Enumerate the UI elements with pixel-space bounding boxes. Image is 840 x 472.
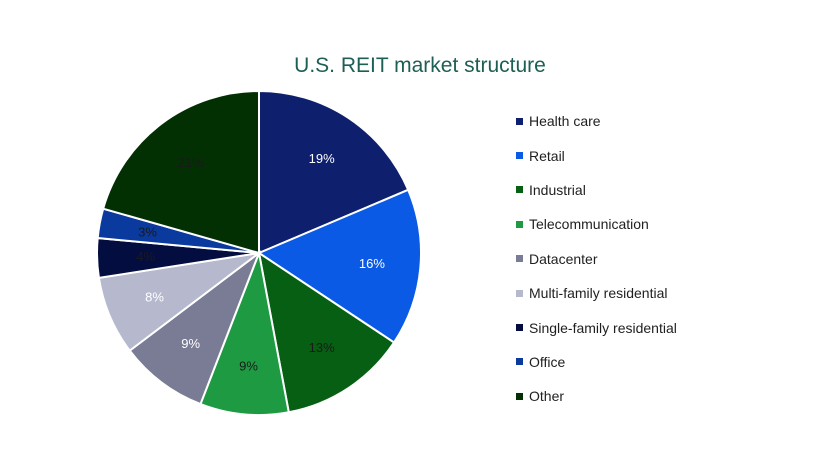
- legend-swatch: [516, 220, 523, 228]
- legend-label: Retail: [529, 147, 565, 164]
- legend-swatch: [516, 358, 523, 366]
- legend-item-2: Industrial: [516, 173, 677, 207]
- pie-slice-8: [101, 89, 260, 255]
- legend-item-6: Single-family residential: [516, 310, 677, 344]
- slice-label-2: 13%: [309, 340, 335, 355]
- legend-label: Office: [529, 353, 566, 370]
- legend-swatch: [516, 255, 523, 263]
- legend-label: Industrial: [529, 181, 586, 198]
- legend-swatch: [516, 392, 523, 400]
- legend-swatch: [516, 152, 523, 160]
- legend-item-8: Other: [516, 379, 677, 413]
- legend-swatch: [516, 117, 523, 125]
- slice-label-4: 9%: [181, 336, 200, 351]
- legend-label: Datacenter: [529, 250, 598, 267]
- slice-label-1: 16%: [359, 256, 385, 271]
- chart-legend: Health care Retail Industrial Telecommunica…: [516, 104, 677, 414]
- legend-item-7: Office: [516, 345, 677, 379]
- legend-item-1: Retail: [516, 138, 677, 172]
- chart-title: U.S. REIT market structure: [294, 54, 546, 77]
- legend-swatch: [516, 186, 523, 194]
- legend-item-0: Health care: [516, 104, 677, 138]
- legend-swatch: [516, 324, 523, 332]
- legend-label: Other: [529, 388, 565, 405]
- legend-item-3: Telecommunication: [516, 207, 677, 241]
- legend-label: Telecommunication: [529, 216, 649, 233]
- legend-item-5: Multi-family residential: [516, 276, 677, 310]
- slice-label-6: 4%: [136, 249, 155, 264]
- legend-label: Single-family residential: [529, 319, 677, 336]
- slice-label-8: 21%: [178, 155, 204, 170]
- pie-slice-3: [199, 249, 290, 416]
- legend-swatch: [516, 289, 523, 297]
- legend-label: Multi-family residential: [529, 285, 668, 302]
- slice-label-5: 8%: [145, 290, 164, 305]
- legend-item-4: Datacenter: [516, 242, 677, 276]
- slice-label-0: 19%: [309, 151, 335, 166]
- slice-label-3: 9%: [239, 358, 258, 373]
- pie-slice-0: [258, 89, 410, 255]
- pie-slice-4: [128, 250, 262, 406]
- pie-slice-2: [257, 250, 396, 414]
- legend-label: Health care: [529, 113, 601, 130]
- slice-label-7: 3%: [138, 225, 157, 240]
- pie-slice-1: [256, 188, 422, 344]
